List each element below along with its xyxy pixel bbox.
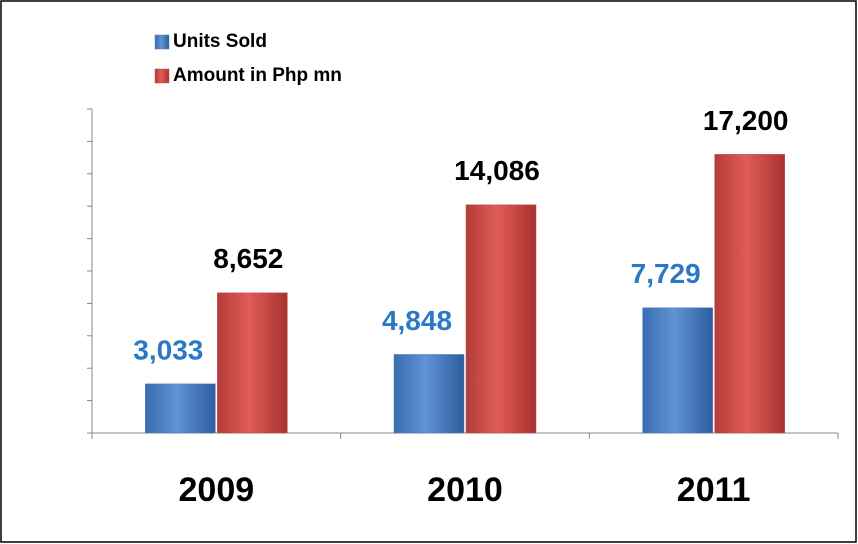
x-tick-label: 2011 (677, 471, 751, 509)
data-label: 14,086 (454, 155, 540, 186)
bar (465, 204, 537, 434)
bar (642, 307, 713, 434)
data-label: 17,200 (703, 105, 789, 136)
x-tick-label: 2010 (427, 471, 503, 509)
bar (217, 292, 288, 434)
data-label: 8,652 (213, 243, 283, 274)
bar (145, 383, 216, 434)
legend-label: Units Sold (173, 31, 267, 52)
data-label: 3,033 (133, 334, 203, 365)
bar (714, 154, 785, 434)
data-label: 4,848 (382, 305, 452, 336)
data-label: 7,729 (631, 258, 701, 289)
legend-label: Amount in Php mn (173, 65, 342, 86)
x-tick-label: 2009 (179, 471, 255, 509)
legend-swatch (154, 68, 170, 84)
bar (393, 354, 465, 434)
legend-swatch (154, 34, 170, 50)
